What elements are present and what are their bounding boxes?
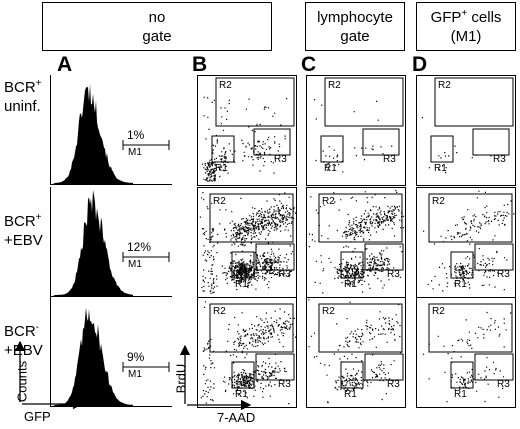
gate-r2 [318, 193, 403, 243]
gate-label-r3: R3 [497, 269, 510, 280]
gate-r1 [320, 135, 344, 163]
gate-r1 [430, 135, 454, 163]
dotplot-c-row3: R2 R1 R3 [306, 297, 406, 408]
gate-label-r1: R1 [215, 163, 228, 174]
gate-label-r2: R2 [322, 306, 335, 317]
scatter-dots [308, 299, 402, 404]
gate-label-r1: R1 [344, 389, 357, 400]
m1-gate-label: M1 [128, 369, 142, 380]
gate-r3 [255, 243, 295, 271]
dotplot-d-row2: R2 R1 R3 [416, 187, 516, 298]
axis-label-gfp: GFP [24, 409, 51, 424]
gate-r3 [364, 243, 404, 271]
gate-r2 [434, 77, 514, 127]
gate-label-r2: R2 [432, 196, 445, 207]
histogram-fill [53, 190, 133, 296]
m1-percent: 1% [127, 128, 145, 142]
gate-r1 [211, 135, 235, 163]
row-label-1: BCR+ uninf. [4, 78, 42, 116]
gate-label-r1: R1 [344, 279, 357, 290]
gate-label-r1: R1 [324, 163, 337, 174]
m1-percent: 9% [127, 350, 145, 364]
dotplot-c-row2: R2 R1 R3 [306, 187, 406, 298]
gate-r2 [215, 77, 295, 127]
axis-label-counts: Counts [14, 360, 30, 403]
panel-letter-a: A [57, 53, 73, 76]
gate-r3 [253, 128, 291, 156]
m1-gate-label: M1 [128, 259, 142, 270]
gate-label-r3: R3 [383, 154, 396, 165]
gate-r3 [474, 353, 514, 381]
histogram-row3: 9% M1 [50, 297, 172, 407]
dotplot-b-row1: R2 R1 R3 [197, 75, 297, 186]
header-lymphocyte-gate: lymphocyte gate [305, 2, 405, 51]
scatter-dots [200, 301, 296, 405]
gate-label-r3: R3 [387, 269, 400, 280]
dotplot-d-row3: R2 R1 R3 [416, 297, 516, 408]
gate-label-r2: R2 [213, 306, 226, 317]
gate-r1 [340, 361, 364, 389]
gate-label-r2: R2 [432, 306, 445, 317]
gate-label-r2: R2 [322, 196, 335, 207]
gate-r2 [324, 77, 404, 127]
header-gfp-line1: GFP+ cells [430, 7, 502, 26]
gate-r1 [231, 251, 255, 279]
gate-label-r3: R3 [274, 154, 287, 165]
gate-label-r1: R1 [454, 389, 467, 400]
axis-label-brdu: BrdU [173, 363, 189, 394]
dotplot-c-row1: R2 R1 R3 [306, 75, 406, 186]
scatter-dots [423, 190, 515, 292]
dotplot-b-row3: R2 R1 R3 [197, 297, 297, 408]
gate-label-r3: R3 [387, 379, 400, 390]
gate-label-r3: R3 [278, 269, 291, 280]
scatter-dots [199, 192, 296, 294]
gate-label-r1: R1 [235, 279, 248, 290]
histogram-row1: 1% M1 [50, 75, 172, 185]
gate-label-r2: R2 [438, 80, 451, 91]
header-gfp-cells: GFP+ cells (M1) [416, 2, 516, 51]
header-no-gate-line2: gate [142, 27, 172, 45]
panel-letter-d: D [412, 53, 428, 76]
gate-label-r2: R2 [328, 80, 341, 91]
gate-label-r3: R3 [493, 154, 506, 165]
gate-r3 [472, 128, 510, 156]
dotplot-d-row1: R2 R1 R3 [416, 75, 516, 186]
gate-r2 [318, 303, 403, 353]
gate-label-r1: R1 [235, 389, 248, 400]
gate-r1 [450, 251, 474, 279]
gate-r2 [209, 303, 294, 353]
gate-r1 [450, 361, 474, 389]
gate-label-r1: R1 [434, 163, 447, 174]
header-gfp-line2: (M1) [450, 27, 482, 45]
gate-r3 [362, 128, 400, 156]
gate-r1 [231, 361, 255, 389]
gate-r2 [428, 193, 513, 243]
gate-label-r2: R2 [213, 196, 226, 207]
header-no-gate: no gate [42, 2, 272, 51]
histogram-row2: 12% M1 [50, 187, 172, 297]
header-lymphocyte-line2: gate [340, 27, 370, 45]
panel-letter-c: C [301, 53, 317, 76]
gate-r3 [364, 353, 404, 381]
header-no-gate-line1: no [148, 8, 166, 26]
gate-label-r2: R2 [219, 80, 232, 91]
gate-r3 [474, 243, 514, 271]
gate-r3 [255, 353, 295, 381]
gate-label-r3: R3 [497, 379, 510, 390]
row-label-2: BCR+ +EBV [4, 212, 43, 250]
panel-letter-b: B [192, 53, 208, 76]
header-lymphocyte-line1: lymphocyte [317, 8, 393, 26]
m1-percent: 12% [127, 240, 152, 254]
gate-r2 [428, 303, 513, 353]
histogram-fill [52, 83, 133, 184]
gate-label-r1: R1 [454, 279, 467, 290]
gate-r1 [340, 251, 364, 279]
scatter-dots [421, 117, 492, 174]
dotplot-b-row2: R2 R1 R3 [197, 187, 297, 298]
axis-label-7aad: 7-AAD [217, 410, 256, 425]
m1-gate-label: M1 [128, 147, 142, 158]
histogram-fill [53, 307, 133, 406]
gate-r2 [209, 193, 294, 243]
gate-label-r3: R3 [278, 379, 291, 390]
